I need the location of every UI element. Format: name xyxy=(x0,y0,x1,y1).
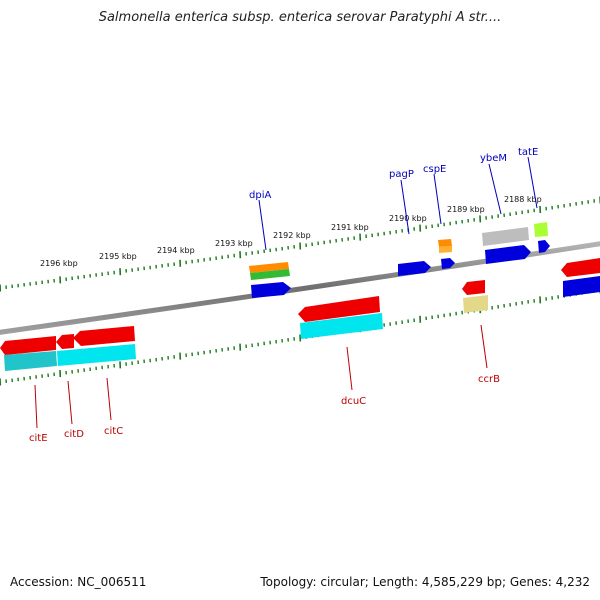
gene-ccrB[interactable] xyxy=(462,280,485,295)
gene-tatE[interactable] xyxy=(538,240,550,253)
scale-label-2190: 2190 kbp xyxy=(389,214,427,223)
scale-label-2195: 2195 kbp xyxy=(99,252,137,261)
label-ccrB[interactable]: ccrB xyxy=(478,374,500,385)
scale-label-2192: 2192 kbp xyxy=(273,231,311,240)
accession-text: Accession: NC_006511 xyxy=(10,575,147,589)
gene-dpiA[interactable] xyxy=(251,282,291,298)
gene-ybeM-pseudo[interactable] xyxy=(482,227,529,246)
outer-scale xyxy=(0,196,600,292)
gene-cyan-citC[interactable] xyxy=(57,344,136,366)
gene-cyan-citE[interactable] xyxy=(4,351,57,371)
scale-label-2194: 2194 kbp xyxy=(157,246,195,255)
label-ybeM[interactable]: ybeM xyxy=(480,153,507,164)
label-dpiA[interactable]: dpiA xyxy=(249,190,271,201)
scale-label-2188: 2188 kbp xyxy=(504,195,542,204)
gene-green-feature[interactable] xyxy=(250,269,290,280)
gene-ybeM[interactable] xyxy=(485,245,531,264)
gene-orange-small[interactable] xyxy=(438,239,452,247)
scale-label-2196: 2196 kbp xyxy=(40,259,78,268)
gene-orange-feature[interactable] xyxy=(249,262,289,273)
gene-orange-small-2[interactable] xyxy=(439,246,452,253)
gene-lime-feature[interactable] xyxy=(534,222,548,237)
gene-dcuC[interactable] xyxy=(298,296,380,322)
scale-labels: 2196 kbp 2195 kbp 2194 kbp 2193 kbp 2192… xyxy=(40,195,542,268)
gene-cspE[interactable] xyxy=(441,258,455,269)
label-citE[interactable]: citE xyxy=(29,433,48,444)
label-tatE[interactable]: tatE xyxy=(518,147,538,158)
label-citC[interactable]: citC xyxy=(104,426,123,437)
label-cspE[interactable]: cspE xyxy=(423,164,446,175)
gene-citC[interactable] xyxy=(73,326,135,346)
scale-label-2193: 2193 kbp xyxy=(215,239,253,248)
label-citD[interactable]: citD xyxy=(64,429,84,440)
gene-citE[interactable] xyxy=(0,336,56,355)
label-pagP[interactable]: pagP xyxy=(389,169,414,180)
gene-labels: dpiA pagP cspE ybeM tatE citE citD citC … xyxy=(29,147,538,444)
forward-genes xyxy=(249,222,600,298)
gene-citD[interactable] xyxy=(56,334,74,349)
label-dcuC[interactable]: dcuC xyxy=(341,396,366,407)
gene-blue-edge[interactable] xyxy=(563,276,600,297)
gene-red-edge[interactable] xyxy=(561,258,600,277)
label-leaders xyxy=(34,156,538,429)
topology-summary: Topology: circular; Length: 4,585,229 bp… xyxy=(260,575,590,589)
scale-label-2189: 2189 kbp xyxy=(447,205,485,214)
map-title: Salmonella enterica subsp. enterica sero… xyxy=(98,10,502,25)
gene-cyan-dcuC[interactable] xyxy=(300,313,383,339)
scale-label-2191: 2191 kbp xyxy=(331,223,369,232)
reverse-genes xyxy=(0,280,488,371)
gene-pagP[interactable] xyxy=(398,261,431,276)
gene-tan-feature[interactable] xyxy=(463,295,488,313)
